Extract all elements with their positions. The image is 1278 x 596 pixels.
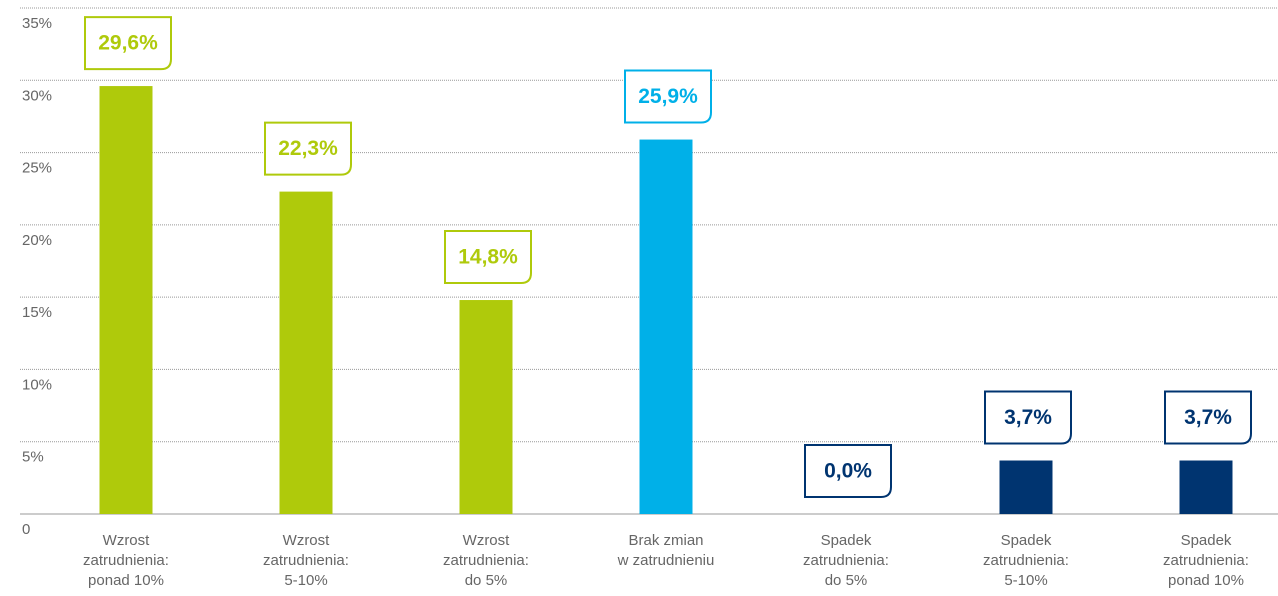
x-tick-label-line: zatrudnienia:	[983, 552, 1069, 569]
value-label-box	[624, 69, 712, 124]
x-tick-label-line: 5-10%	[284, 572, 327, 589]
value-label: 0,0%	[824, 460, 872, 483]
x-tick-label-line: Spadek	[821, 532, 872, 549]
x-tick-label: Spadek zatrudnienia: do 5%	[803, 532, 889, 589]
x-tick-label-line: Wzrost	[283, 532, 330, 549]
value-label-box	[264, 121, 352, 176]
x-tick-label-line: zatrudnienia:	[803, 552, 889, 569]
value-label-box	[1164, 390, 1252, 445]
bar	[459, 300, 513, 514]
x-tick-label-line: Spadek	[1001, 532, 1052, 549]
x-tick-label: Wzrost zatrudnienia: do 5%	[443, 532, 529, 589]
y-tick-label: 0	[22, 521, 30, 538]
value-label-box	[804, 444, 892, 498]
x-tick-label-line: Spadek	[1181, 532, 1232, 549]
x-tick-label-line: do 5%	[825, 572, 868, 589]
bar	[1179, 460, 1233, 514]
x-tick-label-line: zatrudnienia:	[1163, 552, 1249, 569]
x-tick-label-line: 5-10%	[1004, 572, 1047, 589]
x-tick-label-line: Brak zmian	[628, 532, 703, 549]
x-tick-label-line: zatrudnienia:	[83, 552, 169, 569]
y-tick-label: 35%	[22, 15, 52, 32]
x-tick-label: Wzrost zatrudnienia: ponad 10%	[83, 532, 169, 589]
bar	[279, 191, 333, 514]
value-label-box	[984, 390, 1072, 445]
y-tick-label: 20%	[22, 232, 52, 249]
x-tick-label: Brak zmian w zatrudnieniu	[617, 532, 715, 569]
value-label: 29,6%	[98, 32, 158, 55]
y-tick-label: 15%	[22, 304, 52, 321]
x-tick-label-line: ponad 10%	[1168, 572, 1244, 589]
value-label-box	[444, 230, 532, 285]
value-label: 25,9%	[638, 85, 698, 108]
y-tick-label: 30%	[22, 87, 52, 104]
bar	[999, 460, 1053, 514]
value-label: 14,8%	[458, 246, 518, 269]
bar	[639, 139, 693, 514]
y-tick-label: 10%	[22, 376, 52, 393]
value-label-box	[84, 16, 172, 71]
x-tick-label-line: zatrudnienia:	[263, 552, 349, 569]
value-label: 3,7%	[1004, 406, 1052, 429]
x-tick-label-line: zatrudnienia:	[443, 552, 529, 569]
x-tick-label: Spadek zatrudnienia: ponad 10%	[1163, 532, 1249, 589]
x-tick-label-line: Wzrost	[463, 532, 510, 549]
y-tick-label: 25%	[22, 160, 52, 177]
x-tick-label: Spadek zatrudnienia: 5-10%	[983, 532, 1069, 589]
x-tick-label: Wzrost zatrudnienia: 5-10%	[263, 532, 349, 589]
x-tick-label-line: do 5%	[465, 572, 508, 589]
value-label: 3,7%	[1184, 406, 1232, 429]
bar	[99, 86, 153, 514]
x-tick-label-line: ponad 10%	[88, 572, 164, 589]
value-label: 22,3%	[278, 137, 338, 160]
y-tick-label: 5%	[22, 449, 44, 466]
x-tick-label-line: w zatrudnieniu	[617, 552, 715, 569]
x-tick-label-line: Wzrost	[103, 532, 150, 549]
